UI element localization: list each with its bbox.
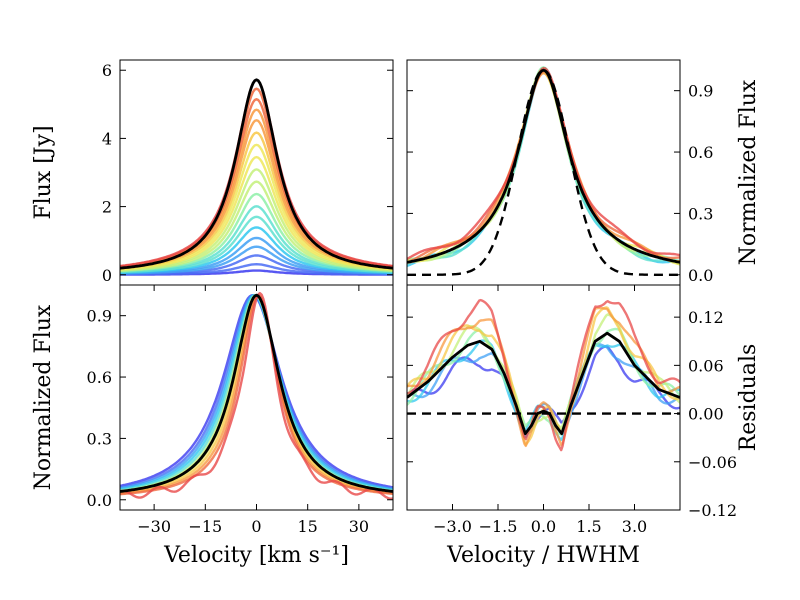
tl-frame [119, 59, 394, 286]
bl-ytick-label: 0.9 [87, 307, 112, 326]
normalized-flux-series-line [120, 294, 393, 494]
tl-ytick-label: 6 [102, 61, 112, 80]
normalized-flux-series-line [120, 294, 393, 490]
br-ytick-label: 0.12 [688, 308, 724, 327]
br-ytick-label: −0.12 [688, 501, 737, 520]
br-xtick-label: 3.0 [622, 517, 647, 536]
tr-ytick-label: 0.9 [688, 82, 713, 101]
bl-xtick-label: −30 [137, 517, 171, 536]
normalized-series-line [407, 71, 680, 266]
normalized-flux-series-line [120, 294, 393, 496]
normalized-series-line [407, 66, 680, 264]
br-ytick-label: 0.06 [688, 356, 724, 375]
bl-xtick-label: 0 [251, 517, 261, 536]
tl-ylabel: Flux [Jy] [31, 125, 56, 219]
normalized-flux-series-line [120, 294, 393, 495]
panel-normalized-vs-hwhm: 0.0 0.3 0.6 0.9 Normalized Flux [406, 59, 761, 286]
bl-xlabel: Velocity [km s⁻¹] [163, 543, 349, 568]
tr-ytick-label: 0.0 [688, 266, 713, 285]
normalized-series-line [407, 69, 680, 268]
tl-ytick-label: 4 [102, 129, 112, 148]
residual-series-line [407, 339, 680, 442]
br-ylabel: Residuals [736, 344, 761, 452]
tl-ytick-label: 2 [102, 198, 112, 217]
tl-ytick-label: 0 [102, 266, 112, 285]
normalized-flux-series-line [120, 294, 393, 491]
bl-xtick-label: −15 [188, 517, 222, 536]
br-frame [406, 284, 681, 511]
br-ytick-label: −0.06 [688, 453, 737, 472]
tr-ylabel: Normalized Flux [736, 79, 761, 265]
normalized-flux-series-line [120, 294, 393, 489]
normalized-series-line [407, 67, 680, 261]
br-xtick-label: −1.5 [479, 517, 518, 536]
normalized-series-line [407, 72, 680, 264]
flux-series-line [120, 87, 393, 268]
residual-series-line [407, 298, 680, 452]
bl-xtick-label: 15 [298, 517, 318, 536]
br-xtick-label: 1.5 [576, 517, 601, 536]
normalized-flux-series-line [120, 294, 393, 491]
normalized-flux-mean-line [120, 293, 393, 493]
residual-mean-line [407, 331, 680, 436]
flux-series-line [120, 131, 393, 270]
br-xtick-label: 0.0 [531, 517, 556, 536]
gaussian-reference-line [407, 68, 680, 276]
normalized-flux-series-line [120, 294, 393, 493]
br-ytick-label: 0.00 [688, 405, 724, 424]
panel-flux: 0 2 4 6 Flux [Jy] [31, 59, 394, 286]
flux-series-line [120, 98, 393, 269]
panel-residuals: −0.12 −0.06 0.00 0.06 0.12 −3.0 −1.5 0.0 1.5 3.0 V… [406, 284, 761, 568]
normalized-series-line [407, 68, 680, 266]
normalized-flux-series-line [120, 291, 393, 500]
bl-ytick-label: 0.0 [87, 491, 112, 510]
bl-ylabel: Normalized Flux [31, 304, 56, 490]
normalized-series-line [407, 66, 680, 265]
bl-xtick-label: 30 [349, 517, 369, 536]
flux-series-line [120, 155, 393, 271]
tr-ytick-label: 0.3 [688, 204, 713, 223]
normalized-flux-series-line [120, 294, 393, 494]
normalized-mean-line [407, 68, 680, 264]
br-xtick-label: −3.0 [433, 517, 472, 536]
normalized-flux-series-line [120, 294, 393, 492]
tr-ytick-label: 0.6 [688, 143, 713, 162]
normalized-series-line [407, 69, 680, 264]
bl-ytick-label: 0.6 [87, 368, 112, 387]
flux-mean-line [120, 78, 393, 270]
br-xlabel: Velocity / HWHM [446, 543, 640, 568]
bl-ytick-label: 0.3 [87, 429, 112, 448]
